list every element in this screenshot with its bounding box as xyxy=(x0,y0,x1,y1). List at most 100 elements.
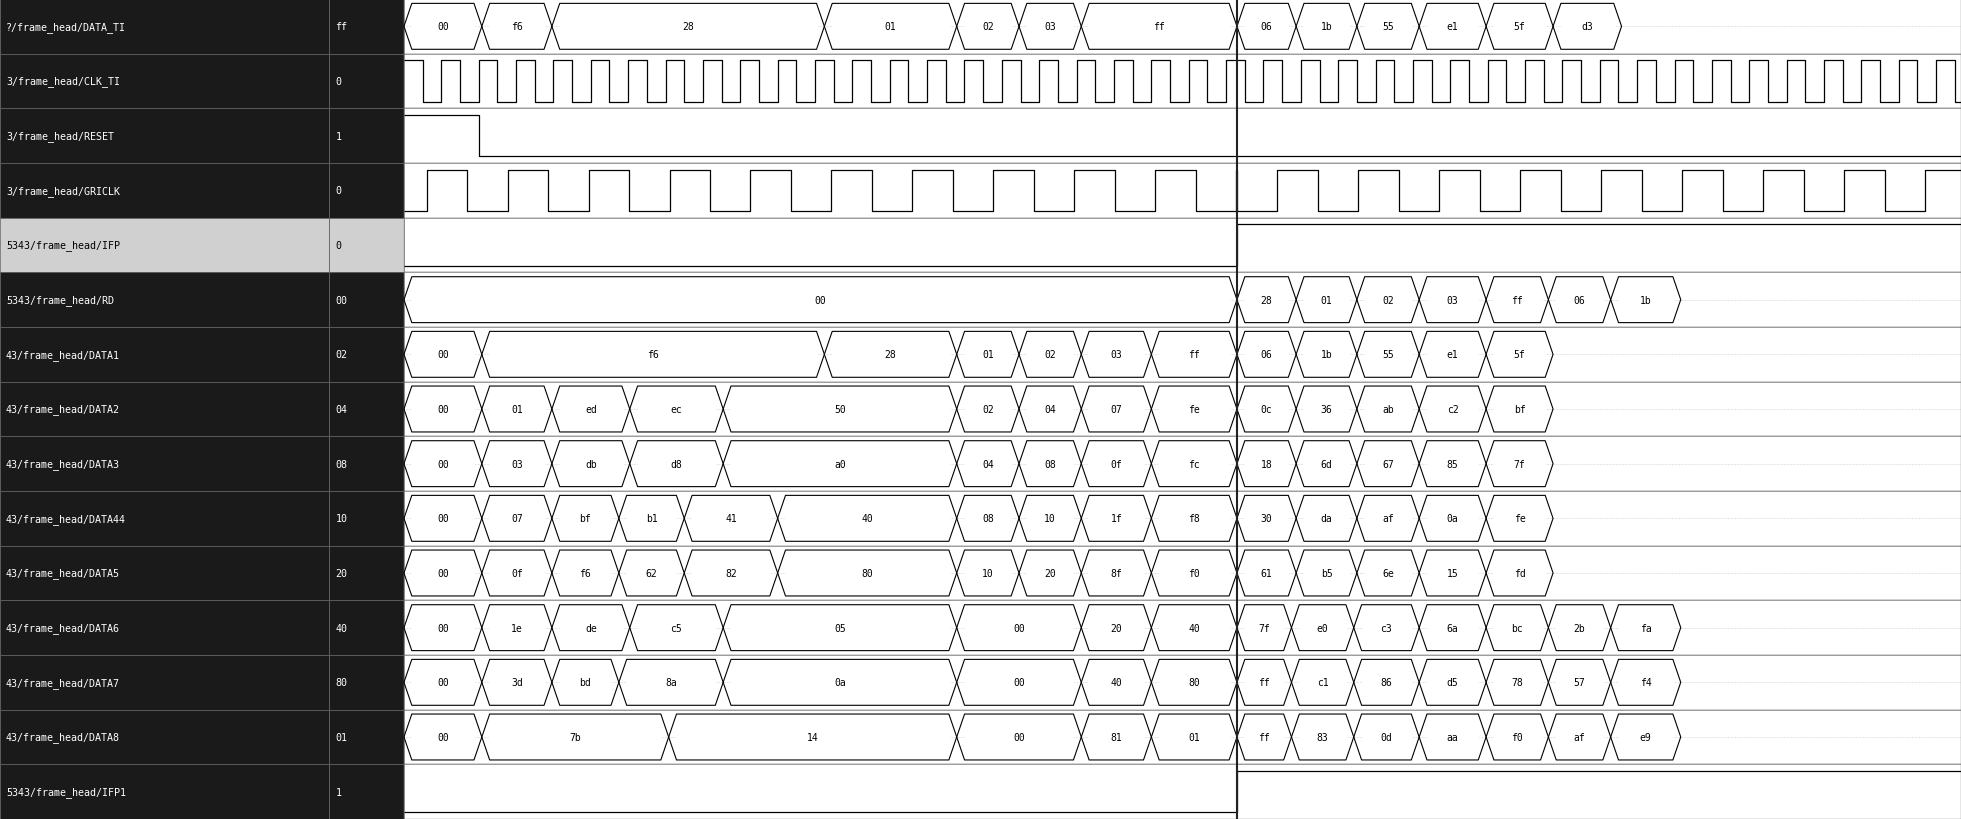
Text: 7f: 7f xyxy=(1514,459,1526,469)
Polygon shape xyxy=(1304,387,1349,432)
Text: 6d: 6d xyxy=(1320,459,1332,469)
Text: 57: 57 xyxy=(1573,677,1584,687)
Text: 30: 30 xyxy=(1261,514,1273,523)
Text: 40: 40 xyxy=(1188,623,1200,633)
Text: 0: 0 xyxy=(335,241,341,251)
Bar xyxy=(404,382,1961,437)
Text: 5343/frame_head/IFP: 5343/frame_head/IFP xyxy=(6,240,120,251)
Text: 3/frame_head/RESET: 3/frame_head/RESET xyxy=(6,131,114,142)
Text: 05: 05 xyxy=(833,623,845,633)
Polygon shape xyxy=(412,441,475,487)
Text: 00: 00 xyxy=(814,296,826,305)
Polygon shape xyxy=(1245,659,1284,705)
Polygon shape xyxy=(490,332,816,378)
Bar xyxy=(329,55,404,109)
Bar xyxy=(329,764,404,819)
Bar xyxy=(404,0,1961,55)
Polygon shape xyxy=(786,550,949,596)
Polygon shape xyxy=(731,659,949,705)
Text: 00: 00 xyxy=(1014,732,1026,742)
Bar xyxy=(329,710,404,764)
Text: 1b: 1b xyxy=(1639,296,1651,305)
Polygon shape xyxy=(1494,278,1541,324)
Bar xyxy=(0,55,329,109)
Text: 02: 02 xyxy=(1383,296,1394,305)
Polygon shape xyxy=(1361,605,1412,651)
Bar xyxy=(0,437,329,491)
Text: fd: fd xyxy=(1514,568,1526,578)
Text: 1: 1 xyxy=(335,132,341,142)
Bar xyxy=(404,491,1961,546)
Text: 00: 00 xyxy=(437,568,449,578)
Text: 03: 03 xyxy=(1045,22,1057,32)
Polygon shape xyxy=(1300,605,1345,651)
Text: 01: 01 xyxy=(1188,732,1200,742)
Polygon shape xyxy=(412,659,475,705)
Text: 40: 40 xyxy=(335,623,347,633)
Text: bf: bf xyxy=(580,514,590,523)
Bar xyxy=(329,437,404,491)
Text: 81: 81 xyxy=(1110,732,1122,742)
Polygon shape xyxy=(1088,659,1143,705)
Text: ff: ff xyxy=(1188,350,1200,360)
Text: f8: f8 xyxy=(1188,514,1200,523)
Text: ff: ff xyxy=(1259,732,1271,742)
Polygon shape xyxy=(628,495,677,541)
Text: 00: 00 xyxy=(437,677,449,687)
Bar xyxy=(329,546,404,600)
Polygon shape xyxy=(965,605,1073,651)
Polygon shape xyxy=(1494,605,1541,651)
Bar xyxy=(329,655,404,710)
Text: 02: 02 xyxy=(982,405,994,414)
Polygon shape xyxy=(559,550,612,596)
Bar xyxy=(404,600,1961,655)
Text: 06: 06 xyxy=(1573,296,1584,305)
Text: 00: 00 xyxy=(437,514,449,523)
Text: 0: 0 xyxy=(335,77,341,87)
Polygon shape xyxy=(412,605,475,651)
Bar xyxy=(329,600,404,655)
Bar xyxy=(404,273,1961,328)
Polygon shape xyxy=(831,4,949,50)
Text: 5f: 5f xyxy=(1514,22,1526,32)
Text: 8f: 8f xyxy=(1110,568,1122,578)
Polygon shape xyxy=(1245,332,1288,378)
Polygon shape xyxy=(412,387,475,432)
Text: 06: 06 xyxy=(1261,350,1273,360)
Text: 5f: 5f xyxy=(1514,350,1526,360)
Bar xyxy=(404,764,1961,819)
Polygon shape xyxy=(1028,4,1073,50)
Polygon shape xyxy=(1494,387,1545,432)
Polygon shape xyxy=(490,441,543,487)
Text: c1: c1 xyxy=(1316,677,1328,687)
Text: 1e: 1e xyxy=(512,623,524,633)
Polygon shape xyxy=(831,332,949,378)
Text: 20: 20 xyxy=(1045,568,1057,578)
Bar xyxy=(404,546,1961,600)
Polygon shape xyxy=(1028,495,1073,541)
Text: 00: 00 xyxy=(437,623,449,633)
Text: f0: f0 xyxy=(1188,568,1200,578)
Text: f4: f4 xyxy=(1639,677,1651,687)
Bar xyxy=(404,437,1961,491)
Text: 1f: 1f xyxy=(1110,514,1122,523)
Polygon shape xyxy=(637,605,716,651)
Text: 80: 80 xyxy=(1188,677,1200,687)
Text: 10: 10 xyxy=(335,514,347,523)
Polygon shape xyxy=(1304,278,1349,324)
Bar xyxy=(0,219,329,273)
Text: bf: bf xyxy=(1514,405,1526,414)
Text: ff: ff xyxy=(1512,296,1524,305)
Polygon shape xyxy=(1365,278,1412,324)
Text: 04: 04 xyxy=(335,405,347,414)
Bar xyxy=(404,55,1961,109)
Bar xyxy=(404,164,1961,219)
Polygon shape xyxy=(1088,550,1143,596)
Text: e0: e0 xyxy=(1316,623,1328,633)
Text: 80: 80 xyxy=(335,677,347,687)
Text: fc: fc xyxy=(1188,459,1200,469)
Text: 00: 00 xyxy=(437,350,449,360)
Polygon shape xyxy=(1300,659,1345,705)
Text: 15: 15 xyxy=(1447,568,1459,578)
Polygon shape xyxy=(1428,659,1479,705)
